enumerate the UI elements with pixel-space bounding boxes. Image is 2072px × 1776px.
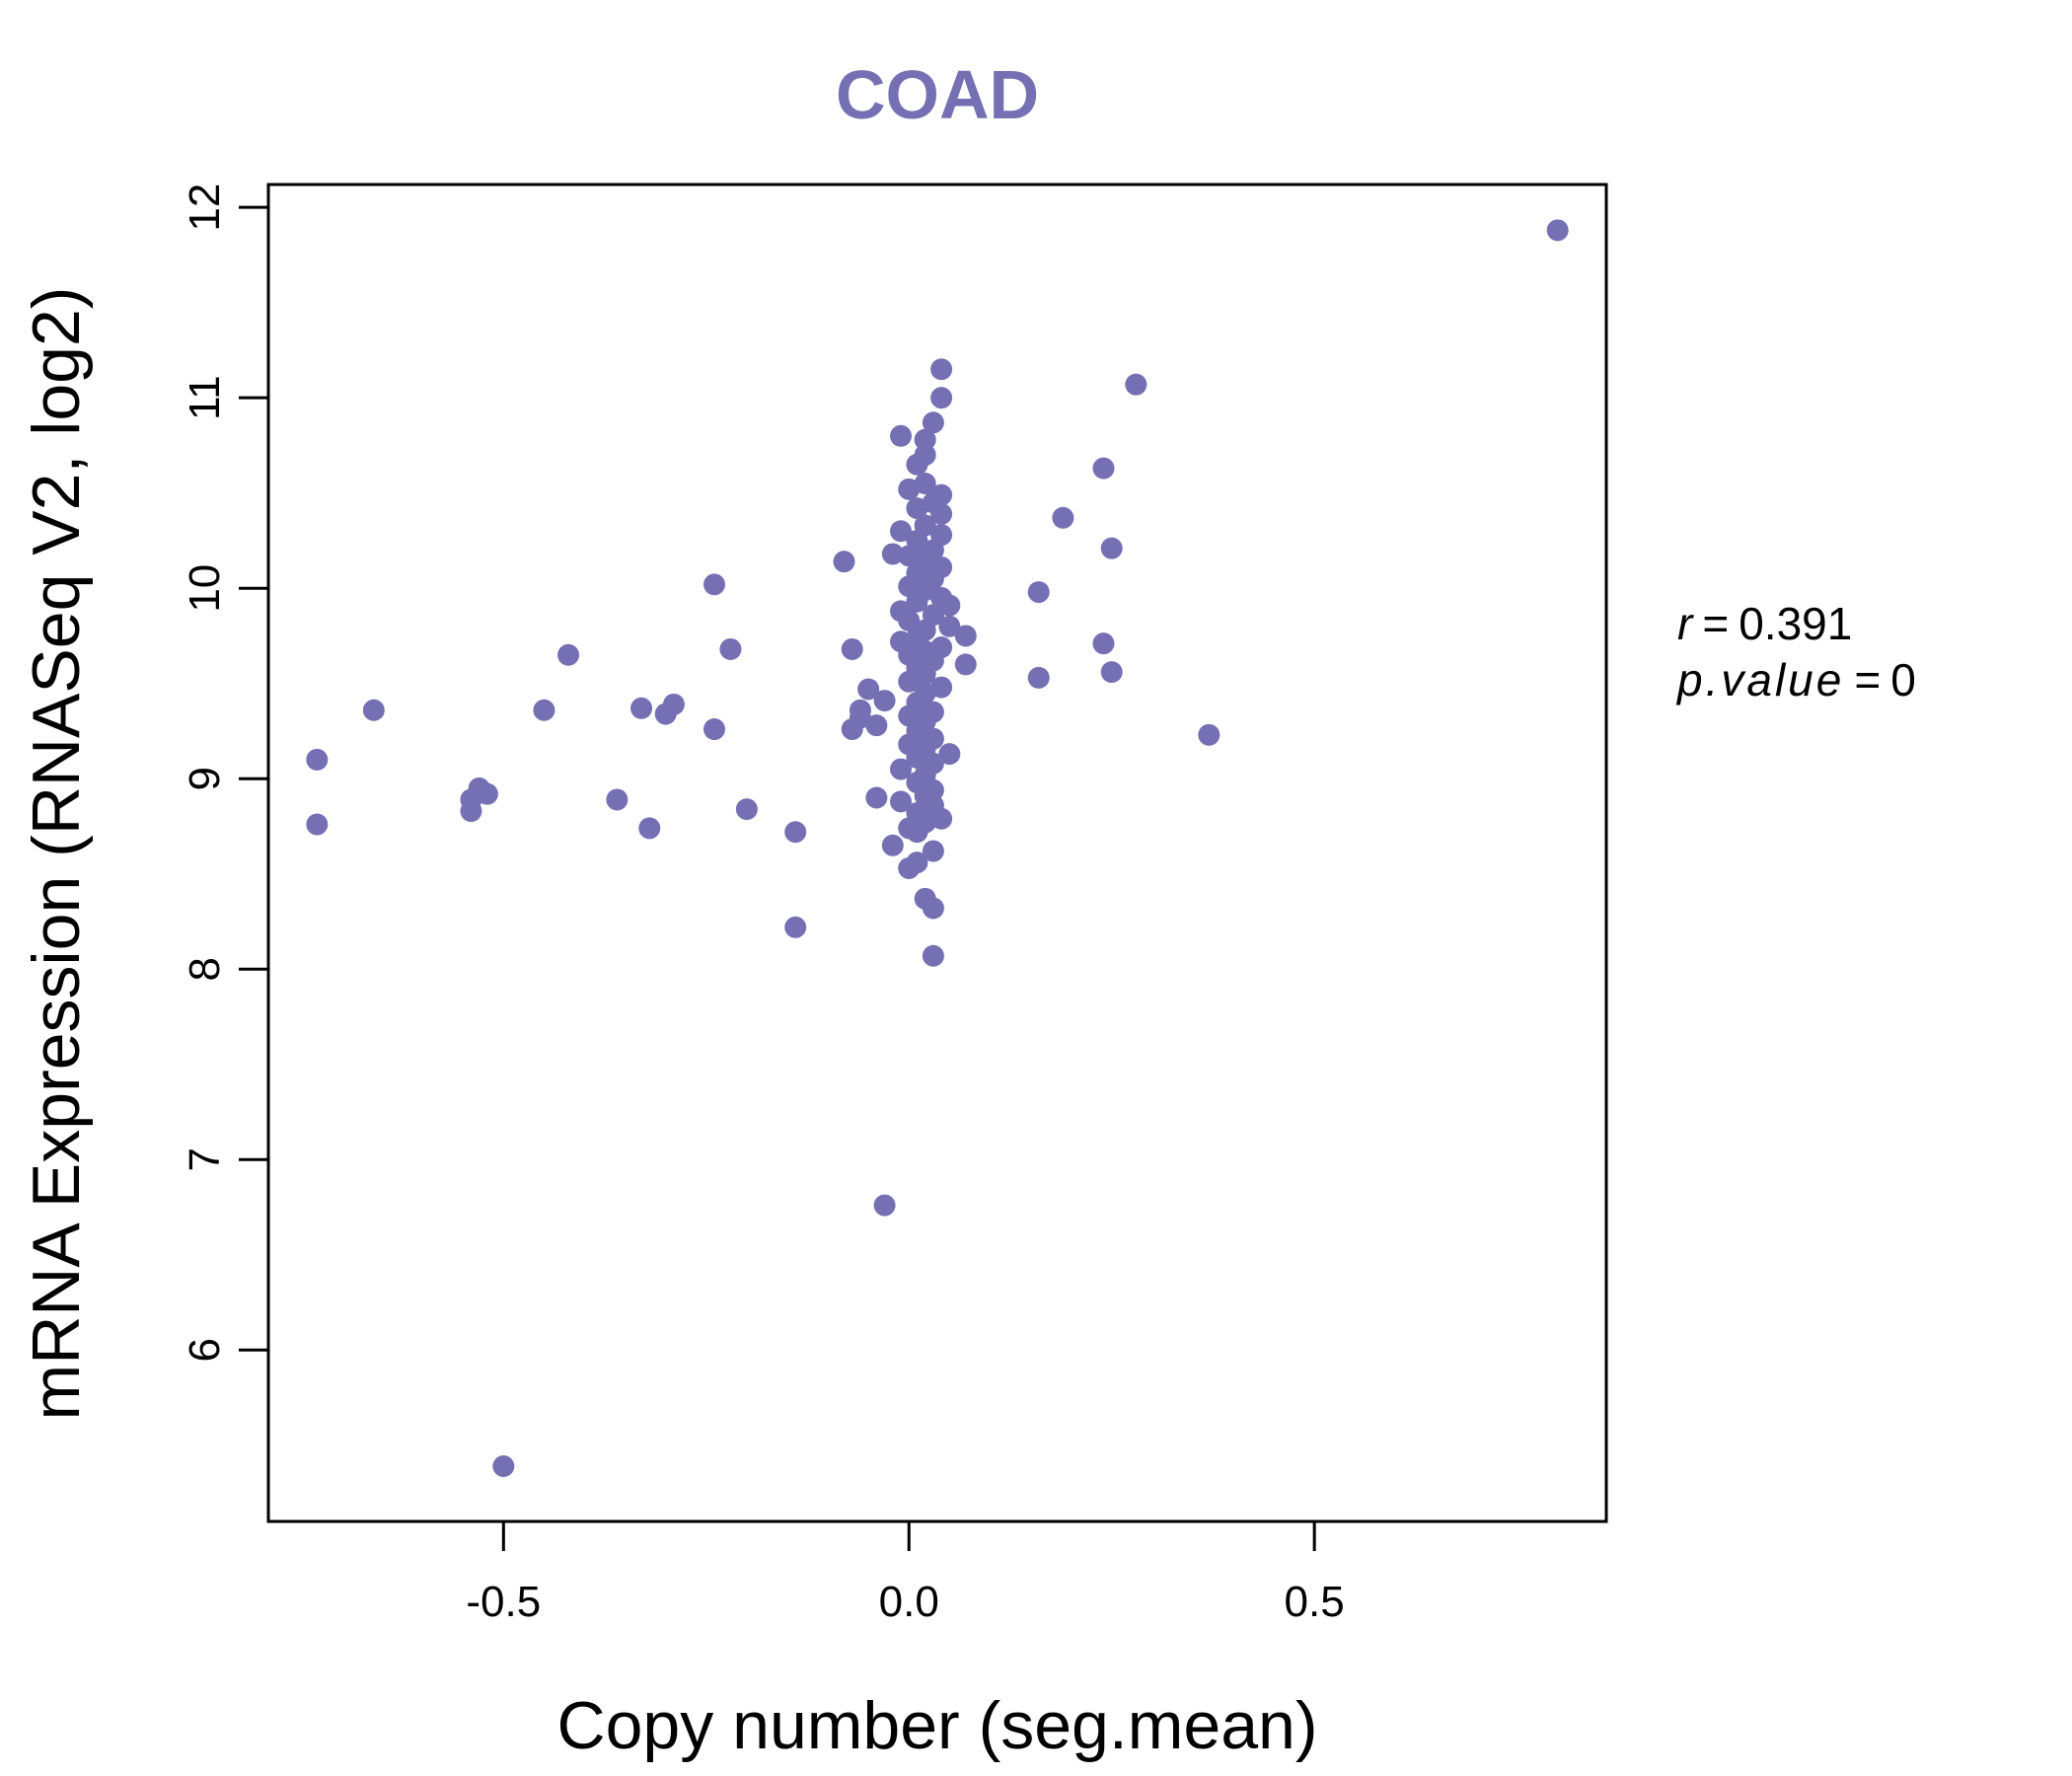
data-point	[938, 594, 961, 617]
data-point	[930, 502, 953, 525]
data-point	[630, 697, 653, 719]
data-point	[922, 897, 944, 920]
data-point	[865, 786, 888, 809]
y-tick-label: 6	[181, 1338, 229, 1362]
data-point	[873, 1194, 896, 1217]
data-point	[930, 807, 953, 830]
data-point	[460, 800, 482, 823]
data-point	[1546, 219, 1569, 242]
data-point	[833, 551, 855, 573]
chart-title: COAD	[836, 56, 1039, 133]
data-point	[898, 545, 921, 567]
data-point	[938, 615, 961, 637]
data-point	[703, 573, 725, 596]
data-point	[1125, 373, 1147, 396]
data-point	[938, 743, 961, 766]
data-points	[306, 219, 1569, 1478]
r-annotation: r = 0.391	[1677, 598, 1852, 649]
p-annotation: p.value = 0	[1675, 654, 1916, 705]
data-point	[930, 387, 953, 409]
y-tick-label: 7	[181, 1147, 229, 1171]
data-point	[638, 817, 661, 840]
data-point	[703, 718, 725, 741]
data-point	[930, 358, 953, 381]
p-label: p.value	[1675, 654, 1844, 705]
data-point	[881, 543, 904, 565]
data-point	[654, 703, 677, 725]
y-tick-label: 9	[181, 767, 229, 790]
p-equals: =	[1854, 654, 1881, 705]
x-tick-label: -0.5	[466, 1578, 541, 1626]
plot-frame	[266, 183, 1608, 1523]
y-tick-label: 10	[181, 564, 229, 613]
data-point	[898, 856, 921, 879]
r-label: r	[1677, 598, 1694, 649]
p-value: 0	[1890, 654, 1916, 705]
data-point	[914, 428, 936, 451]
data-point	[906, 590, 928, 613]
x-axis-label: Copy number (seg.mean)	[556, 1688, 1317, 1763]
data-point	[906, 453, 928, 476]
data-point	[1198, 723, 1221, 746]
data-point	[898, 610, 921, 632]
data-point	[898, 478, 921, 500]
x-tick-label: 0.5	[1285, 1578, 1345, 1626]
data-point	[857, 678, 880, 701]
correlation-annotation: r = 0.391 p.value = 0	[1675, 598, 1916, 705]
x-tick-label: 0.0	[879, 1578, 939, 1626]
data-point	[1100, 661, 1123, 684]
y-tick-label: 12	[181, 184, 229, 232]
data-point	[906, 497, 928, 520]
data-point	[914, 663, 936, 686]
data-point	[881, 834, 904, 856]
data-point	[533, 699, 555, 721]
data-point	[606, 788, 629, 811]
data-point	[362, 699, 385, 721]
data-point	[1027, 666, 1050, 689]
data-point	[1027, 581, 1050, 604]
data-point	[890, 758, 913, 780]
data-point	[1100, 537, 1123, 559]
y-axis: 6 7 8 9 10 11 12	[181, 184, 268, 1363]
data-point	[557, 643, 580, 666]
data-point	[719, 637, 742, 660]
data-point	[735, 798, 758, 821]
r-value: 0.391	[1739, 598, 1852, 649]
data-point	[954, 653, 977, 676]
data-point	[865, 714, 888, 737]
y-axis-label: mRNA Expression (RNASeq V2, log2)	[19, 287, 94, 1421]
data-point	[784, 821, 807, 844]
data-point	[784, 916, 807, 938]
data-point	[922, 840, 944, 862]
data-point	[873, 690, 896, 712]
data-point	[1092, 457, 1115, 480]
y-tick-label: 11	[181, 375, 229, 420]
data-point	[922, 411, 944, 434]
data-point	[922, 944, 944, 967]
r-equals: =	[1702, 598, 1729, 649]
data-point	[492, 1455, 515, 1478]
data-point	[306, 748, 329, 771]
y-tick-label: 8	[181, 957, 229, 981]
data-point	[1052, 506, 1074, 529]
data-point	[890, 520, 913, 543]
data-point	[890, 790, 913, 813]
x-axis: -0.5 0.0 0.5	[466, 1521, 1345, 1626]
data-point	[1092, 632, 1115, 655]
data-point	[954, 625, 977, 647]
data-point	[841, 637, 863, 660]
data-point	[898, 670, 921, 693]
data-point	[906, 821, 928, 844]
data-point	[841, 718, 863, 741]
data-point	[890, 424, 913, 447]
data-point	[306, 813, 329, 836]
